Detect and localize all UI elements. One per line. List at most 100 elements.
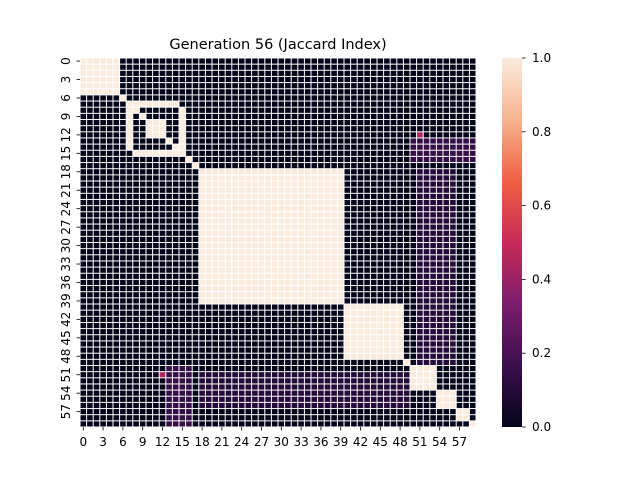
heatmap-cell [351, 230, 357, 236]
heatmap-cell [139, 163, 146, 169]
heatmap-cell [298, 347, 304, 353]
heatmap-cell [337, 396, 344, 402]
heatmap-cell [311, 366, 318, 372]
heatmap-cell [423, 193, 430, 199]
heatmap-cell [417, 144, 423, 150]
heatmap-cell [271, 89, 278, 95]
heatmap-cell [232, 402, 238, 409]
heatmap-cell [311, 206, 318, 212]
heatmap-cell [113, 101, 120, 107]
heatmap-cell [153, 421, 159, 427]
heatmap-cell [344, 126, 351, 132]
heatmap-cell [172, 95, 179, 101]
heatmap-cell [212, 267, 219, 273]
heatmap-cell [390, 310, 397, 316]
heatmap-cell [166, 144, 172, 150]
heatmap-cell [212, 83, 219, 89]
heatmap-cell [384, 163, 390, 169]
heatmap-cell [324, 384, 331, 390]
x-tick-label: 3 [99, 435, 107, 449]
heatmap-cell [172, 132, 179, 138]
heatmap-cell [113, 310, 120, 316]
heatmap-cell [291, 335, 298, 341]
heatmap-cell [225, 335, 232, 341]
heatmap-cell [245, 236, 252, 242]
heatmap-cell [357, 218, 364, 224]
heatmap-cell [106, 193, 113, 199]
heatmap-cell [304, 335, 311, 341]
heatmap-cell [232, 224, 238, 230]
heatmap-cell [351, 298, 357, 304]
heatmap-cell [318, 181, 324, 187]
heatmap-cell [126, 292, 133, 298]
heatmap-cell [172, 193, 179, 199]
heatmap-cell [344, 359, 351, 365]
heatmap-cell [304, 347, 311, 353]
heatmap-cell [232, 95, 238, 101]
heatmap-cell [390, 396, 397, 402]
heatmap-cell [443, 218, 450, 224]
heatmap-cell [271, 187, 278, 193]
heatmap-cell [364, 249, 370, 255]
heatmap-cell [133, 76, 139, 83]
heatmap-cell [93, 83, 100, 89]
heatmap-cell [93, 329, 100, 335]
heatmap-cell [304, 95, 311, 101]
heatmap-cell [113, 76, 120, 83]
heatmap-cell [179, 421, 186, 427]
heatmap-cell [337, 415, 344, 421]
heatmap-cell [238, 402, 245, 409]
heatmap-cell [232, 58, 238, 64]
heatmap-cell [318, 304, 324, 310]
heatmap-cell [225, 421, 232, 427]
heatmap-cell [436, 298, 443, 304]
heatmap-cell [225, 396, 232, 402]
heatmap-cell [225, 70, 232, 76]
heatmap-cell [318, 212, 324, 218]
heatmap-cell [304, 292, 311, 298]
heatmap-cell [456, 322, 463, 329]
heatmap-cell [384, 83, 390, 89]
heatmap-cell [430, 150, 436, 156]
heatmap-cell [192, 329, 199, 335]
heatmap-cell [252, 175, 258, 181]
heatmap-cell [436, 329, 443, 335]
heatmap-cell [172, 304, 179, 310]
heatmap-cell [357, 378, 364, 384]
heatmap-cell [318, 76, 324, 83]
heatmap-cell [238, 218, 245, 224]
heatmap-cell [113, 113, 120, 119]
heatmap-cell [285, 304, 291, 310]
heatmap-cell [153, 329, 159, 335]
heatmap-cell [390, 372, 397, 378]
heatmap-cell [397, 95, 403, 101]
heatmap-cell [113, 89, 120, 95]
heatmap-cell [126, 286, 133, 292]
heatmap-cell [423, 279, 430, 286]
heatmap-cell [384, 335, 390, 341]
heatmap-cell [199, 298, 205, 304]
heatmap-cell [159, 279, 166, 286]
heatmap-cell [252, 243, 258, 249]
heatmap-cell [344, 279, 351, 286]
heatmap-cell [450, 101, 456, 107]
x-tick-label: 30 [274, 435, 289, 449]
heatmap-cell [271, 193, 278, 199]
heatmap-cell [456, 279, 463, 286]
heatmap-cell [265, 83, 271, 89]
heatmap-cell [318, 163, 324, 169]
heatmap-cell [146, 322, 153, 329]
heatmap-cell [258, 378, 265, 384]
heatmap-cell [271, 316, 278, 322]
heatmap-cell [93, 70, 100, 76]
heatmap-cell [186, 409, 192, 415]
heatmap-cell [351, 329, 357, 335]
heatmap-cell [430, 390, 436, 396]
heatmap-cell [100, 322, 106, 329]
heatmap-cell [337, 359, 344, 365]
heatmap-cell [410, 138, 417, 144]
heatmap-cell [436, 206, 443, 212]
heatmap-cell [351, 304, 357, 310]
heatmap-cell [311, 181, 318, 187]
heatmap-cell [192, 224, 199, 230]
